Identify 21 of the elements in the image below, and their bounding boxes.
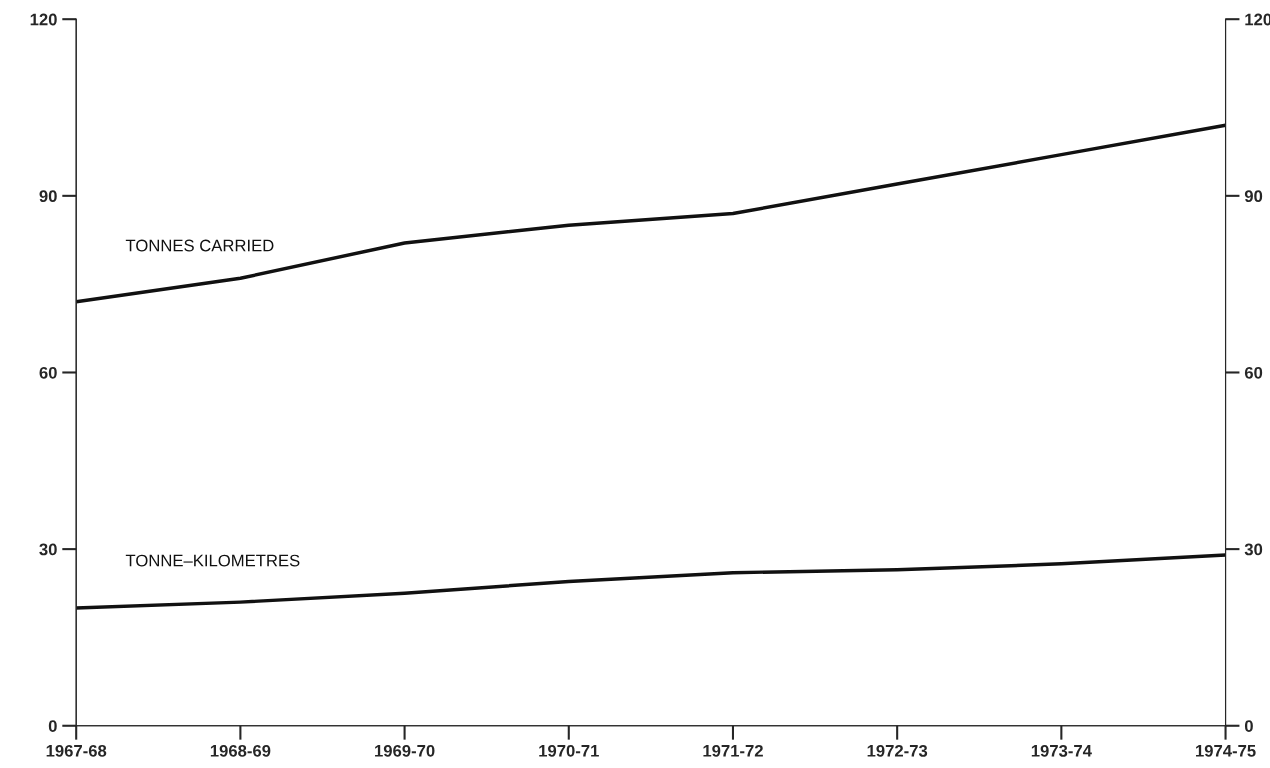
y-tick-label: 0 — [48, 720, 57, 732]
x-tick-label: 1967-68 — [46, 744, 107, 757]
series-label: TONNES CARRIED — [125, 239, 274, 252]
y-tick-label: 30 — [39, 543, 57, 556]
x-tick-label: 1974-75 — [1196, 744, 1256, 757]
x-tick-label: 1968-69 — [210, 744, 271, 757]
x-tick-label: 1970-71 — [539, 744, 599, 757]
y-tick-label: 90 — [39, 190, 57, 203]
series-label: TONNE–KILOMETRES — [125, 554, 300, 567]
y2-tick-label: 90 — [1244, 190, 1263, 203]
y2-tick-label: 30 — [1244, 543, 1263, 556]
x-tick-label: 1971-72 — [703, 744, 763, 757]
x-tick-label: 1969-70 — [375, 744, 435, 757]
y2-tick-label: 60 — [1244, 366, 1263, 379]
line-series — [76, 553, 1226, 610]
y-tick-label: 60 — [39, 366, 57, 379]
y-tick-label: 120 — [30, 13, 57, 26]
y2-tick-label: 0 — [1244, 720, 1253, 732]
x-tick-label: 1972-73 — [867, 744, 928, 757]
line-series — [76, 123, 1226, 304]
x-tick-label: 1973-74 — [1031, 744, 1092, 757]
